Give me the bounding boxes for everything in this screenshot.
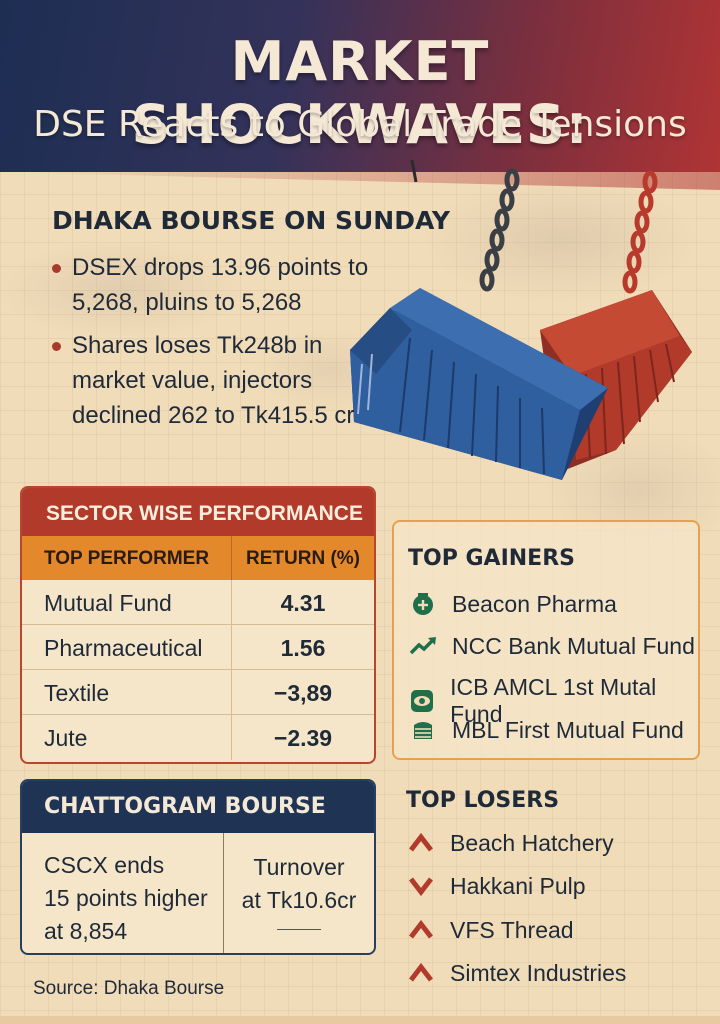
column-header-performer: TOP PERFORMER (22, 536, 232, 580)
table-row: Jute −2.39 (22, 715, 374, 760)
chattogram-bourse-panel: CHATTOGRAM BOURSE CSCX ends 15 points hi… (20, 779, 376, 955)
arrow-down-icon (406, 872, 436, 900)
loser-name: Hakkani Pulp (450, 872, 586, 899)
turnover-line: Turnover (253, 854, 345, 880)
bullet-text: DSEX drops 13.96 points to 5,268, pluins… (72, 254, 369, 316)
source-credit: Source: Dhaka Bourse (33, 978, 225, 999)
loser-name: Beach Hatchery (450, 829, 614, 856)
list-item: ICB AMCL 1st Mutal Fund (408, 674, 698, 728)
sector-return: −3,89 (273, 680, 333, 706)
bullet-text: Shares loses Tk248b in market value, inj… (72, 332, 355, 429)
sector-name: Mutual Fund (22, 580, 232, 624)
loser-name: VFS Thread (450, 916, 574, 943)
top-gainers-panel: TOP GAINERS Beacon Pharma NCC Bank Mutua… (392, 520, 700, 760)
list-item: Hakkani Pulp (406, 872, 586, 900)
table-row: Mutual Fund 4.31 (22, 580, 374, 625)
sector-return: −2.39 (273, 725, 333, 751)
column-header-return: RETURN (%) (246, 548, 360, 569)
dhaka-bourse-title: DHAKA BOURSE ON SUNDAY (52, 206, 451, 235)
trend-up-icon (408, 632, 438, 660)
chattogram-title: CHATTOGRAM BOURSE (22, 781, 374, 833)
arrow-up-icon (406, 916, 436, 944)
cscx-summary: CSCX ends 15 points higher at 8,854 (22, 833, 224, 953)
sector-return: 4.31 (280, 590, 326, 616)
table-row: Textile −3,89 (22, 670, 374, 715)
coin-stack-icon (408, 716, 438, 744)
sector-name: Pharmaceutical (22, 625, 232, 669)
sector-table-header: TOP PERFORMER RETURN (%) (22, 536, 374, 580)
page-subtitle: DSE Reacts to Global Trade Tensions (33, 104, 687, 145)
gainer-name: NCC Bank Mutual Fund (452, 632, 695, 659)
top-gainers-title: TOP GAINERS (408, 546, 575, 571)
arrow-up-icon (406, 829, 436, 857)
gainer-name: ICB AMCL 1st Mutal Fund (450, 674, 657, 727)
divider (277, 929, 321, 930)
turnover-summary: Turnover at Tk10.6cr (224, 833, 374, 953)
gainer-name: Beacon Pharma (452, 590, 617, 617)
sector-table-title: SECTOR WISE PERFORMANCE (22, 488, 374, 536)
top-losers-title: TOP LOSERS (406, 788, 560, 813)
arrow-up-icon (406, 959, 436, 987)
sector-return: 1.56 (280, 635, 326, 661)
list-item: NCC Bank Mutual Fund (408, 632, 695, 660)
list-item: Simtex Industries (406, 959, 626, 987)
cscx-line: at 8,854 (44, 918, 128, 944)
bullet-market-value: Shares loses Tk248b in market value, inj… (52, 328, 372, 433)
sector-name: Jute (22, 715, 232, 760)
list-item: Beacon Pharma (408, 590, 617, 618)
shipping-containers-illustration (350, 160, 692, 480)
chattogram-body: CSCX ends 15 points higher at 8,854 Turn… (22, 833, 374, 953)
turnover-line: at Tk10.6cr (241, 887, 357, 913)
eye-icon (408, 687, 436, 715)
table-row: Pharmaceutical 1.56 (22, 625, 374, 670)
list-item: MBL First Mutual Fund (408, 716, 684, 744)
bottom-divider (0, 1016, 720, 1024)
sector-name: Textile (22, 670, 232, 714)
pharma-icon (408, 590, 438, 618)
page-title: MARKET SHOCKWAVES: (131, 30, 589, 156)
header-banner: MARKET SHOCKWAVES: DSE Reacts to Global … (0, 0, 720, 172)
bullet-dsex: DSEX drops 13.96 points to 5,268, pluins… (52, 250, 372, 320)
cscx-line: 15 points higher (44, 885, 208, 911)
cscx-line: CSCX ends (44, 852, 165, 878)
list-item: Beach Hatchery (406, 829, 614, 857)
dhaka-bullet-list: DSEX drops 13.96 points to 5,268, pluins… (52, 250, 372, 441)
bullet-dot (52, 342, 61, 351)
loser-name: Simtex Industries (450, 959, 627, 986)
gainer-name: MBL First Mutual Fund (452, 716, 684, 743)
sector-performance-table: SECTOR WISE PERFORMANCE TOP PERFORMER RE… (20, 486, 376, 764)
bullet-dot (52, 264, 61, 273)
list-item: VFS Thread (406, 916, 574, 944)
